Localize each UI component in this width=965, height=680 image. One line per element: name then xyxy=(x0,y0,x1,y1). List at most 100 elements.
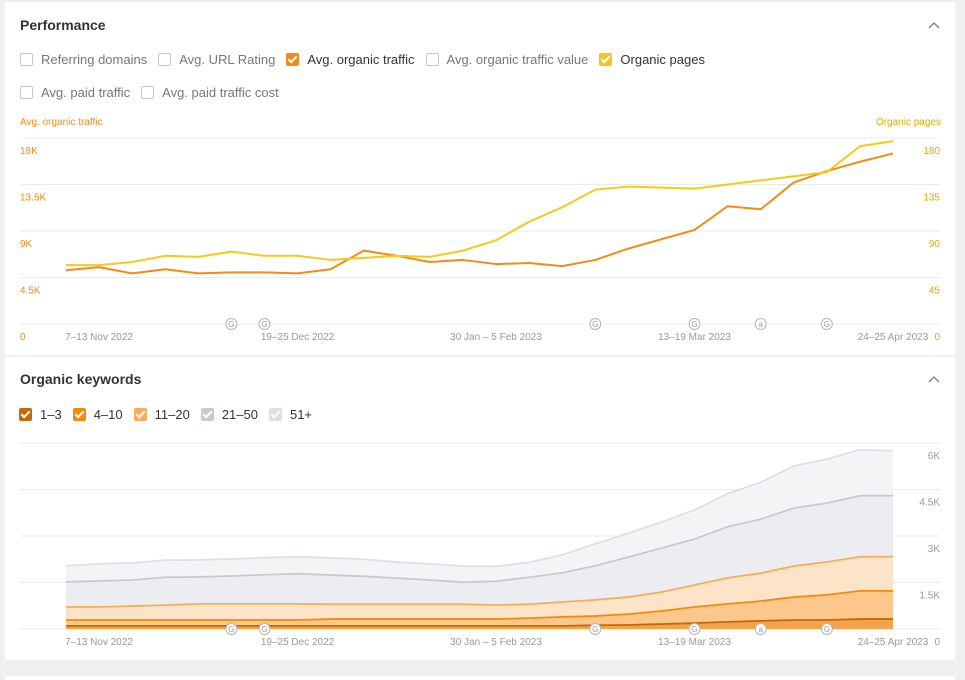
checkbox[interactable] xyxy=(158,52,172,66)
checkbox[interactable] xyxy=(286,52,300,66)
y2-axis-title: Organic pages xyxy=(876,117,941,128)
x-tick-label: 7–13 Nov 2022 xyxy=(65,637,133,648)
checkbox-item[interactable]: 4–10 xyxy=(72,406,123,422)
panel-title: Performance xyxy=(20,17,106,33)
area-line xyxy=(65,494,893,584)
x-tick-label: 30 Jan – 5 Feb 2023 xyxy=(450,332,542,343)
checkbox-item[interactable]: Avg. URL Rating xyxy=(158,51,275,67)
legend: 1–3 4–10 11–20 21–50 51+ xyxy=(19,406,619,422)
checkbox-item[interactable]: 21–50 xyxy=(200,406,258,422)
annotation-label: G xyxy=(824,625,830,634)
checkbox-label: 1–3 xyxy=(40,406,62,422)
annotation-label: G xyxy=(691,320,697,329)
checkbox-label: Organic pages xyxy=(620,51,705,67)
annotation-label: G xyxy=(228,625,234,634)
y-tick-label: 4.5K xyxy=(919,498,940,509)
area-line xyxy=(65,448,894,568)
annotation-label: G xyxy=(592,320,598,329)
checkbox-item[interactable]: Avg. paid traffic cost xyxy=(141,84,279,100)
checkbox[interactable] xyxy=(268,407,282,421)
annotation-marker xyxy=(754,623,767,635)
area-line xyxy=(66,618,893,627)
checkbox[interactable] xyxy=(20,52,33,66)
x-tick-label: 19–25 Dec 2022 xyxy=(261,332,335,343)
annotation-marker xyxy=(820,623,833,635)
checkbox[interactable] xyxy=(425,52,439,66)
x-tick-label: 13–19 Mar 2023 xyxy=(658,332,731,343)
next-panel xyxy=(5,676,955,680)
panel-title: Organic keywords xyxy=(20,371,142,387)
y2-tick-label: 180 xyxy=(923,146,940,157)
annotation-marker xyxy=(688,318,701,330)
checkbox[interactable] xyxy=(141,85,155,99)
checkbox-item[interactable]: 11–20 xyxy=(133,406,190,422)
annotation-marker xyxy=(258,623,271,635)
annotation-marker xyxy=(688,623,701,635)
area-band xyxy=(66,495,893,607)
checkbox[interactable] xyxy=(599,52,613,66)
checkbox[interactable] xyxy=(20,85,33,99)
annotation-marker xyxy=(754,318,767,330)
y2-tick-label: 45 xyxy=(929,286,941,297)
checkbox-item[interactable]: 1–3 xyxy=(19,406,62,422)
y-axis-title: Avg. organic traffic xyxy=(20,117,102,128)
annotation-marker xyxy=(589,623,602,635)
checkbox[interactable] xyxy=(200,407,214,421)
y-tick-label: 9K xyxy=(20,239,33,250)
area-line xyxy=(66,555,893,608)
annotation-label: G xyxy=(228,320,234,329)
y-tick-label: 4.5K xyxy=(20,286,41,297)
performance-panel: Performance Referring domains Avg. URL Ra… xyxy=(5,2,955,355)
y-tick-label: 18K xyxy=(20,146,38,157)
checkbox-item[interactable]: Avg. organic traffic xyxy=(286,51,415,67)
checkbox-label: Avg. organic traffic value xyxy=(446,51,589,67)
checkbox-label: 11–20 xyxy=(154,406,190,422)
area-band xyxy=(66,590,893,626)
y-tick-label: 3K xyxy=(928,544,941,555)
y-tick-label: 0 xyxy=(934,637,940,648)
annotation-label: G xyxy=(824,320,830,329)
y2-tick-label: 90 xyxy=(929,239,941,250)
annotation-label: a xyxy=(758,625,763,634)
x-tick-label: 24–25 Apr 2023 xyxy=(858,637,929,648)
annotation-marker xyxy=(258,318,271,330)
line xyxy=(66,140,894,267)
annotation-label: a xyxy=(758,320,763,329)
y-tick-label: 13.5K xyxy=(20,193,46,204)
collapse-button[interactable] xyxy=(927,18,941,32)
checkbox-item[interactable]: Referring domains xyxy=(20,51,147,67)
annotation-label: G xyxy=(261,320,267,329)
x-tick-label: 30 Jan – 5 Feb 2023 xyxy=(450,637,542,648)
checkbox-label: Avg. paid traffic xyxy=(41,84,131,100)
checkbox[interactable] xyxy=(19,407,32,421)
checkbox[interactable] xyxy=(72,407,86,421)
checkbox-label: Avg. organic traffic xyxy=(307,51,415,67)
metric-toggles: Referring domains Avg. URL Rating Avg. org… xyxy=(20,51,820,100)
checkbox-label: 51+ xyxy=(289,406,313,422)
checkbox-label: Referring domains xyxy=(41,51,148,67)
checkbox-item[interactable]: 51+ xyxy=(268,406,313,422)
collapse-button[interactable] xyxy=(927,372,941,386)
annotation-marker xyxy=(225,623,238,635)
checkbox-label: Avg. paid traffic cost xyxy=(162,84,279,100)
annotation-label: G xyxy=(261,625,267,634)
checkbox-label: 4–10 xyxy=(93,406,123,422)
annotation-marker xyxy=(225,318,238,330)
checkbox-item[interactable]: Avg. organic traffic value xyxy=(425,51,589,67)
x-tick-label: 19–25 Dec 2022 xyxy=(261,637,335,648)
checkbox-label: 21–50 xyxy=(221,406,258,422)
checkbox-item[interactable]: Organic pages xyxy=(599,51,705,67)
area-line xyxy=(66,589,893,621)
checkbox-label: Avg. URL Rating xyxy=(179,51,276,67)
annotation-label: G xyxy=(592,625,598,634)
checkbox[interactable] xyxy=(133,407,147,421)
annotation-marker xyxy=(820,318,833,330)
x-tick-label: 24–25 Apr 2023 xyxy=(858,332,929,343)
x-tick-label: 7–13 Nov 2022 xyxy=(65,332,133,343)
x-tick-label: 13–19 Mar 2023 xyxy=(658,637,731,648)
y2-tick-label: 135 xyxy=(923,193,940,204)
checkbox-item[interactable]: Avg. paid traffic xyxy=(20,84,130,100)
annotation-label: G xyxy=(691,625,697,634)
